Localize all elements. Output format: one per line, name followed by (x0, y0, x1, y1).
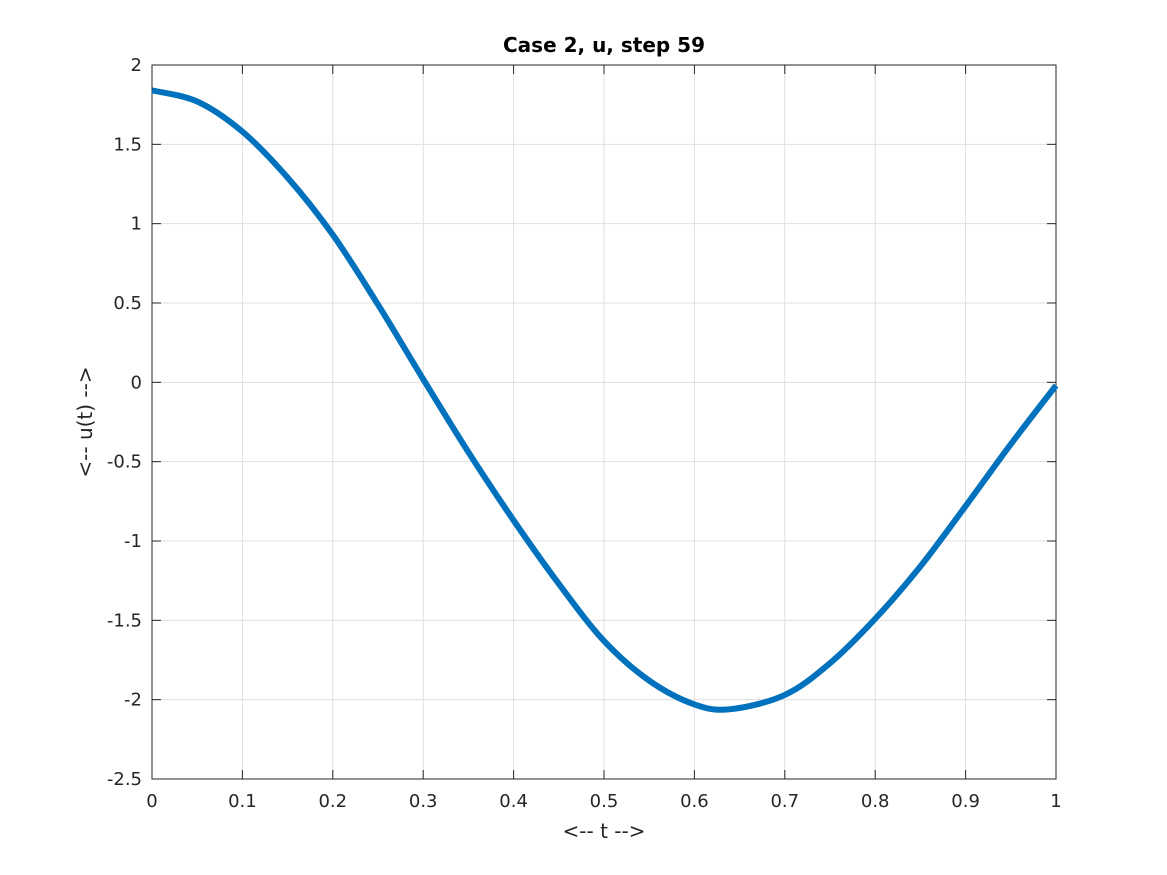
x-tick-labels: 0 0.1 0.2 0.3 0.4 0.5 0.6 0.7 0.8 0.9 1 (146, 791, 1061, 812)
x-tick-label: 0.6 (680, 791, 709, 812)
x-tick-label: 0.4 (499, 791, 528, 812)
y-tick-label: 1 (131, 214, 142, 235)
y-tick-label: -2.5 (107, 769, 142, 790)
y-tick-label: 0.5 (113, 293, 142, 314)
y-axis-label: <-- u(t) --> (73, 366, 97, 477)
y-tick-labels: 2 1.5 1 0.5 0 -0.5 -1 -1.5 -2 -2.5 (107, 55, 142, 790)
x-tick-label: 0.9 (951, 791, 980, 812)
x-tick-label: 0.7 (770, 791, 799, 812)
y-tick-label: 0 (131, 372, 142, 393)
x-tick-label: 0 (146, 791, 157, 812)
x-tick-label: 1 (1050, 791, 1061, 812)
axes-box (151, 64, 1057, 780)
x-tick-label: 0.3 (409, 791, 438, 812)
series-line-1 (151, 87, 1059, 713)
x-tick-label: 0.5 (590, 791, 619, 812)
x-tick-label: 0.1 (228, 791, 257, 812)
x-tick-label: 0.8 (861, 791, 890, 812)
y-tick-label: -1.5 (107, 610, 142, 631)
y-tick-label: 1.5 (113, 134, 142, 155)
series-layer (151, 87, 1059, 713)
x-axis-label: <-- t --> (563, 819, 646, 843)
y-tick-label: 2 (131, 55, 142, 76)
chart-title: Case 2, u, step 59 (503, 33, 705, 57)
y-tick-label: -0.5 (107, 452, 142, 473)
x-tick-label: 0.2 (318, 791, 347, 812)
y-tick-label: -2 (124, 690, 142, 711)
y-tick-label: -1 (124, 531, 142, 552)
